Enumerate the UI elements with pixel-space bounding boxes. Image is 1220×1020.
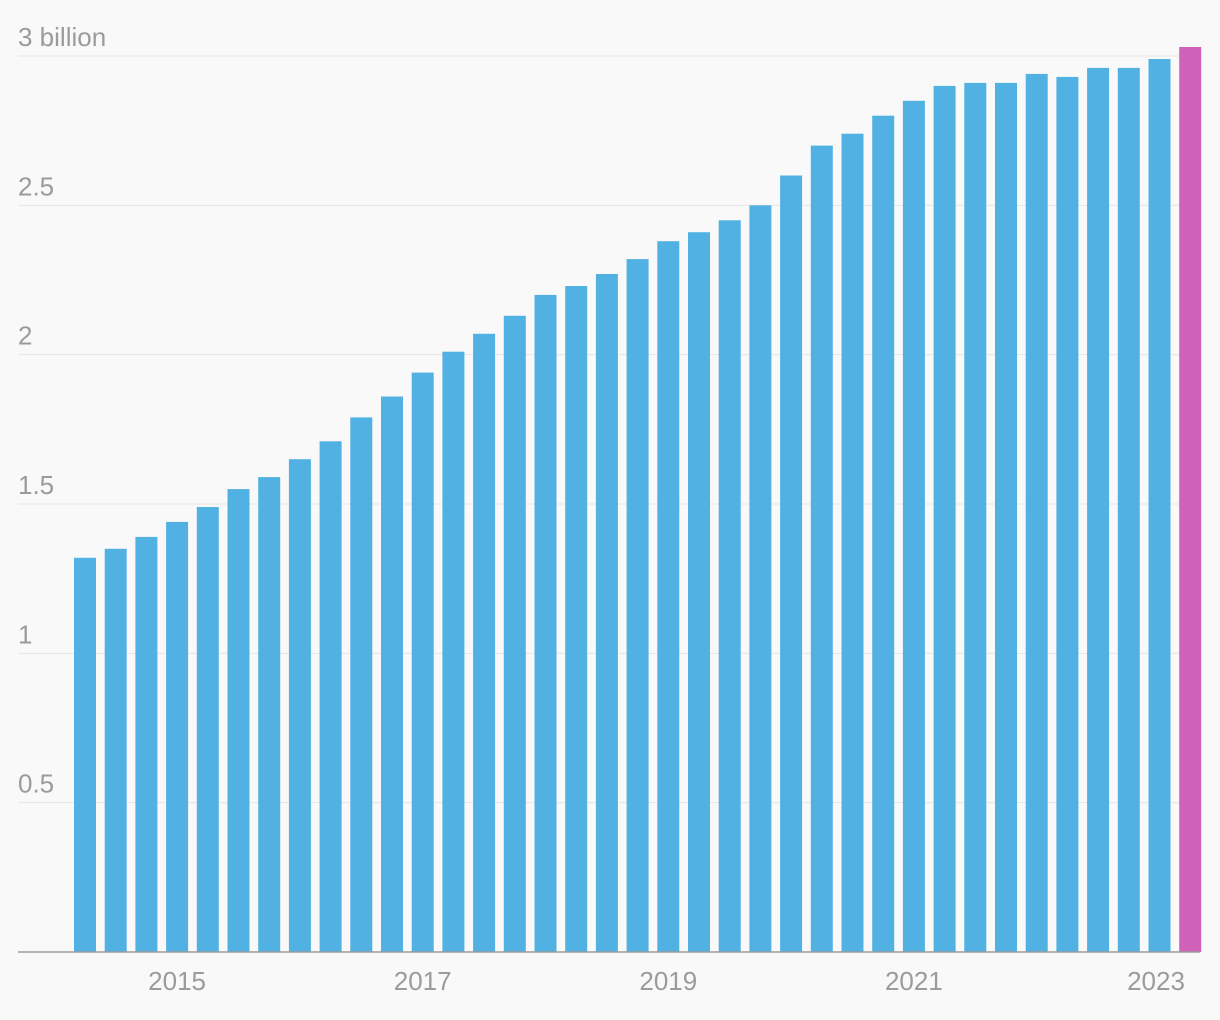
bar [626, 259, 649, 953]
x-tick-label: 2015 [148, 966, 206, 996]
x-axis-tick-labels: 2015 2017 2019 2021 2023 [148, 966, 1185, 996]
bar [258, 477, 281, 952]
bar [964, 82, 987, 952]
bar [442, 351, 465, 952]
bar [319, 441, 342, 952]
bar [810, 145, 833, 953]
bars [74, 47, 1202, 953]
bar [595, 274, 618, 952]
bar [933, 85, 956, 952]
bar [473, 333, 496, 952]
y-tick-label: 1 [18, 619, 32, 649]
x-tick-label: 2017 [394, 966, 452, 996]
bar [74, 557, 96, 952]
y-tick-label: 3 billion [18, 22, 106, 52]
y-axis-tick-labels: 0.5 1 1.5 2 2.5 3 billion [18, 22, 106, 799]
y-tick-label: 2.5 [18, 171, 54, 201]
bar [749, 205, 772, 953]
bar [196, 507, 219, 952]
y-tick-label: 2 [18, 321, 32, 351]
bar [350, 417, 373, 952]
bar [718, 220, 741, 953]
bar [381, 396, 403, 952]
bar [288, 459, 311, 952]
x-tick-label: 2023 [1127, 966, 1185, 996]
x-tick-label: 2021 [885, 966, 943, 996]
bar [104, 548, 127, 952]
bar [657, 241, 680, 952]
bar [565, 286, 588, 952]
bar [503, 315, 526, 952]
bar [534, 294, 557, 952]
bar [688, 232, 710, 952]
y-tick-label: 0.5 [18, 769, 54, 799]
bar [1056, 76, 1079, 952]
bar [166, 521, 189, 952]
bar [872, 115, 895, 952]
bar-highlighted [1179, 47, 1202, 952]
bar [1148, 59, 1171, 952]
bar [841, 133, 864, 952]
bar [1117, 67, 1140, 952]
bar [1087, 67, 1110, 952]
bar [902, 100, 925, 953]
y-tick-label: 1.5 [18, 470, 54, 500]
bar [995, 82, 1017, 952]
x-tick-label: 2019 [639, 966, 697, 996]
bar [411, 372, 434, 953]
bar [135, 536, 158, 952]
bar [1025, 73, 1048, 952]
bar [227, 489, 250, 952]
bar [780, 175, 803, 952]
